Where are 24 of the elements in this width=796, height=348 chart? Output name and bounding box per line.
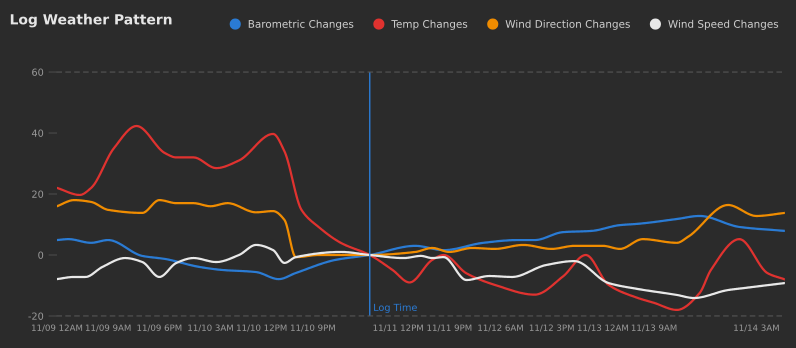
y-tick-label: -20 (28, 312, 44, 320)
legend-label: Wind Direction Changes (506, 20, 630, 30)
legend-label: Barometric Changes (248, 20, 354, 30)
y-tick-label: 20 (32, 190, 44, 198)
y-tick-label: 60 (32, 68, 44, 76)
x-tick-label: 11/09 9AM (86, 324, 131, 332)
ref-line-label: Log Time (374, 304, 417, 313)
x-tick-label: 11/09 6PM (137, 324, 182, 332)
x-tick-label: 11/14 3AM (734, 324, 779, 332)
x-tick-label: 11/10 12PM (237, 324, 286, 332)
x-tick-label: 11/10 3AM (188, 324, 233, 332)
x-tick-label: 11/13 12AM (578, 324, 628, 332)
y-tick-label: 0 (38, 251, 44, 259)
x-tick-label: 11/10 9PM (291, 324, 335, 332)
x-tick-label: 11/09 12AM (32, 324, 82, 332)
legend-label: Temp Changes (391, 20, 468, 30)
x-tick-label: 11/12 6AM (478, 324, 523, 332)
x-tick-label: 11/11 9PM (427, 324, 472, 332)
x-tick-label: 11/13 9AM (632, 324, 676, 332)
chart-title: Log Weather Pattern (10, 14, 172, 28)
y-tick-label: 40 (32, 130, 44, 137)
legend-label: Wind Speed Changes (668, 20, 778, 30)
x-tick-label: 11/12 3PM (530, 324, 574, 332)
x-tick-label: 11/11 12PM (374, 324, 423, 332)
